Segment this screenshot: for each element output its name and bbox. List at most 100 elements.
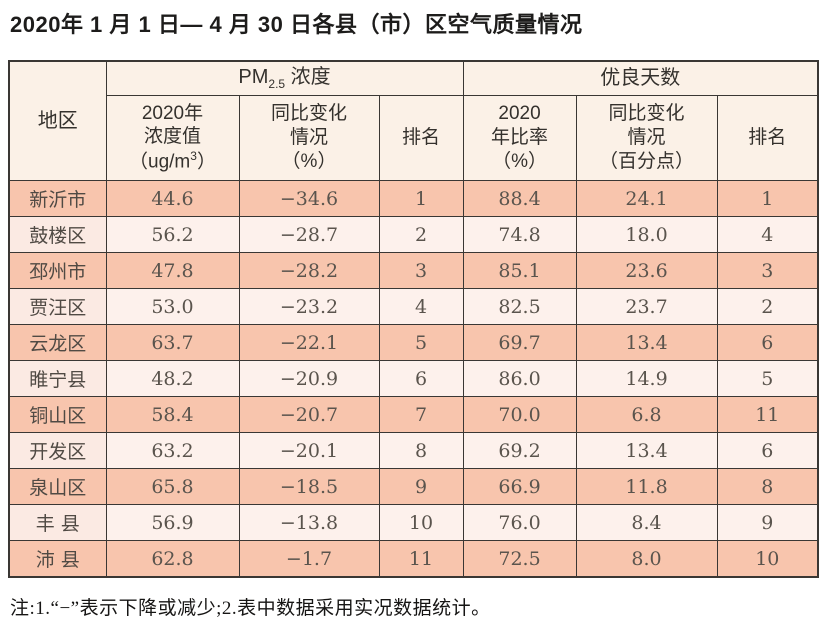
rate-rank-cell: 6: [716, 432, 819, 469]
header-good-rank: 排名: [716, 95, 819, 181]
table-row: 鼓楼区 56.2 −28.7 2 74.8 18.0 4: [8, 216, 819, 253]
pm-label: PM: [238, 66, 269, 88]
pm-rank-cell: 9: [378, 468, 464, 505]
rate-cell: 72.5: [462, 540, 577, 578]
rate-rank-cell: 6: [716, 324, 819, 361]
region-cell: 泉山区: [8, 468, 107, 505]
pm-value-cell: 62.8: [105, 540, 240, 578]
rate-rank-cell: 3: [716, 252, 819, 289]
region-cell: 铜山区: [8, 396, 107, 433]
rate-cell: 70.0: [462, 396, 577, 433]
unit-prefix: （ug/m: [129, 151, 191, 173]
pm-change-cell: −20.7: [238, 396, 380, 433]
footnote: 注:1.“−”表示下降或减少;2.表中数据采用实况数据统计。: [10, 598, 491, 619]
pm-change-cell: −28.2: [238, 252, 380, 289]
header-unit-line: （ug/m3）: [109, 149, 237, 174]
rate-rank-cell: 8: [716, 468, 819, 505]
pm-rank-cell: 2: [378, 216, 464, 253]
air-quality-table: 地区 PM2.5 浓度 优良天数 2020年 浓度值 （ug/m3） 同比变化 …: [8, 60, 820, 578]
pm-change-cell: −20.1: [238, 432, 380, 469]
region-cell: 新沂市: [8, 180, 107, 217]
rate-rank-cell: 10: [716, 540, 819, 578]
rate-change-cell: 18.0: [575, 216, 718, 253]
header-region: 地区: [8, 60, 107, 181]
pm-change-cell: −13.8: [238, 504, 380, 541]
rate-rank-cell: 9: [716, 504, 819, 541]
header-line: 2020年: [141, 102, 204, 124]
pm-change-cell: −22.1: [238, 324, 380, 361]
rate-cell: 69.2: [462, 432, 577, 469]
header-sub-row: 2020年 浓度值 （ug/m3） 同比变化 情况 （%） 排名 2020 年比…: [9, 95, 819, 181]
rate-change-cell: 13.4: [575, 432, 718, 469]
table-row: 沛 县 62.8 −1.7 11 72.5 8.0 10: [8, 540, 819, 578]
header-line: 浓度值: [143, 126, 201, 148]
rate-change-cell: 8.0: [575, 540, 718, 578]
pm-change-cell: −23.2: [238, 288, 380, 325]
header-line: 同比变化: [608, 103, 685, 125]
rate-change-cell: 24.1: [575, 180, 718, 217]
pm-value-cell: 47.8: [105, 252, 240, 289]
rate-rank-cell: 2: [716, 288, 819, 325]
pm-value-cell: 63.7: [105, 324, 240, 361]
rate-change-cell: 8.4: [575, 504, 718, 541]
table-row: 泉山区 65.8 −18.5 9 66.9 11.8 8: [8, 468, 819, 505]
rate-change-cell: 23.7: [575, 288, 718, 325]
pm-value-cell: 44.6: [105, 180, 240, 217]
header-line: （%）: [281, 150, 337, 172]
rate-cell: 74.8: [462, 216, 577, 253]
region-cell: 鼓楼区: [8, 216, 107, 253]
header-pm-group: PM2.5 浓度: [105, 60, 464, 96]
pm-rank-cell: 7: [378, 396, 464, 433]
pm-change-cell: −20.9: [238, 360, 380, 397]
header-line: （%）: [492, 150, 547, 172]
rate-rank-cell: 1: [716, 180, 819, 217]
pm-label-suffix: 浓度: [285, 66, 331, 88]
rate-rank-cell: 5: [716, 360, 819, 397]
header-good-days-group: 优良天数: [462, 60, 819, 96]
pm-value-cell: 63.2: [105, 432, 240, 469]
table-row: 云龙区 63.7 −22.1 5 69.7 13.4 6: [8, 324, 819, 361]
table-row: 邳州市 47.8 −28.2 3 85.1 23.6 3: [8, 252, 819, 289]
header-group-row: 地区 PM2.5 浓度 优良天数: [8, 60, 819, 181]
rate-cell: 82.5: [462, 288, 577, 325]
rate-cell: 69.7: [462, 324, 577, 361]
rate-cell: 76.0: [462, 504, 577, 541]
pm-change-cell: −28.7: [238, 216, 380, 253]
rate-cell: 88.4: [462, 180, 577, 217]
rate-rank-cell: 11: [716, 396, 819, 433]
region-cell: 睢宁县: [8, 360, 107, 397]
pm-rank-cell: 5: [378, 324, 464, 361]
pm-rank-cell: 10: [378, 504, 464, 541]
pm-subscript: 2.5: [268, 77, 286, 91]
pm-rank-cell: 6: [378, 360, 464, 397]
pm-change-cell: −34.6: [238, 180, 380, 217]
pm-rank-cell: 8: [378, 432, 464, 469]
header-good-change: 同比变化 情况 （百分点）: [575, 95, 718, 181]
table-row: 贾汪区 53.0 −23.2 4 82.5 23.7 2: [8, 288, 819, 325]
pm-rank-cell: 4: [378, 288, 464, 325]
unit-superscript: 3: [190, 149, 197, 164]
rate-rank-cell: 4: [716, 216, 819, 253]
rate-cell: 66.9: [462, 468, 577, 505]
rate-change-cell: 11.8: [575, 468, 718, 505]
pm-rank-cell: 3: [378, 252, 464, 289]
table-row: 睢宁县 48.2 −20.9 6 86.0 14.9 5: [8, 360, 819, 397]
region-cell: 贾汪区: [8, 288, 107, 325]
pm-rank-cell: 1: [378, 180, 464, 217]
pm-change-cell: −18.5: [238, 468, 380, 505]
pm-value-cell: 53.0: [105, 288, 240, 325]
pm-rank-cell: 11: [378, 540, 464, 578]
header-pm-rank: 排名: [378, 95, 464, 181]
header-good-rate: 2020 年比率 （%）: [462, 95, 577, 181]
page-title: 2020年 1 月 1 日— 4 月 30 日各县（市）区空气质量情况: [10, 12, 583, 37]
table-row: 开发区 63.2 −20.1 8 69.2 13.4 6: [8, 432, 819, 469]
pm-value-cell: 56.2: [105, 216, 240, 253]
rate-cell: 86.0: [462, 360, 577, 397]
table-row: 丰 县 56.9 −13.8 10 76.0 8.4 9: [8, 504, 819, 541]
rate-change-cell: 6.8: [575, 396, 718, 433]
header-line: （百分点）: [599, 150, 695, 172]
header-line: 情况: [627, 127, 666, 149]
header-line: 2020: [498, 103, 541, 125]
rate-change-cell: 23.6: [575, 252, 718, 289]
pm-value-cell: 58.4: [105, 396, 240, 433]
